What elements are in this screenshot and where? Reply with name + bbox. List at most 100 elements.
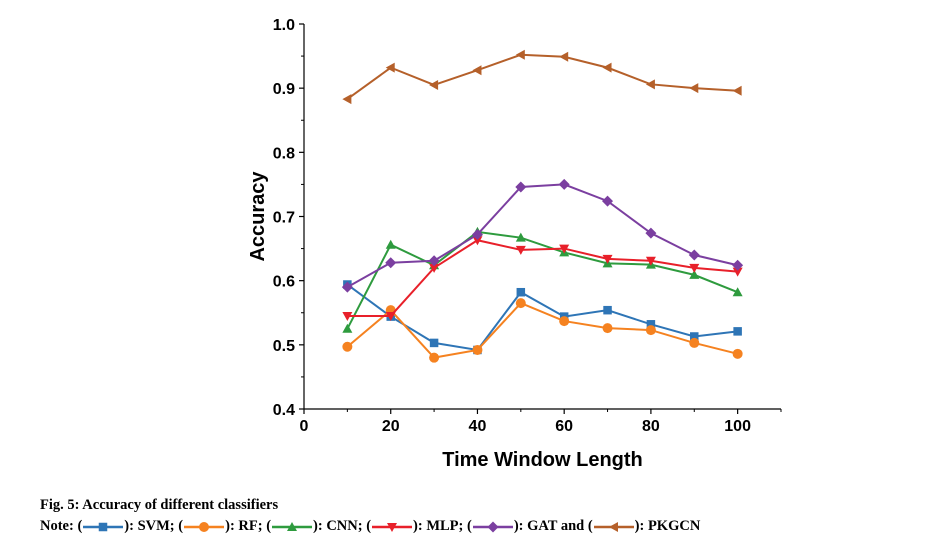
series-line-cnn [346, 230, 739, 330]
legend-item-gat: (): GAT and [467, 518, 588, 534]
data-point-mlp [385, 311, 396, 321]
legend-marker [387, 522, 398, 532]
x-tick-label: 80 [642, 418, 660, 435]
legend-marker [487, 521, 499, 533]
data-point-gat [341, 281, 353, 293]
data-point-svm [429, 338, 439, 348]
y-tick-label: 0.4 [273, 402, 295, 419]
legend-item-svm: (): SVM; [77, 518, 178, 534]
data-point-pkgcn [732, 85, 742, 96]
legend-marker [199, 521, 210, 532]
data-point-rf [732, 348, 743, 359]
data-point-rf [602, 323, 613, 334]
data-point-gat [428, 255, 440, 267]
series-line-pkgcn [346, 53, 738, 100]
x-tick-label: 60 [555, 418, 573, 435]
y-axis-label: Accuracy [247, 171, 269, 262]
data-point-pkgcn [472, 65, 482, 76]
series-line-svm [346, 283, 738, 352]
data-point-gat [558, 178, 570, 190]
data-point-gat [515, 181, 527, 193]
data-point-gat [732, 259, 744, 271]
legend-marker [287, 521, 298, 531]
data-point-gat [688, 249, 700, 261]
data-point-rf [429, 352, 440, 363]
series-gat [341, 178, 744, 293]
data-point-rf [559, 316, 570, 327]
line-chart: 0.4 0.5 0.6 0.7 0.8 0.9 1.0 0 20 40 60 80 100 Time W… [247, 17, 782, 471]
data-point-svm [516, 287, 526, 297]
data-point-mlp [559, 244, 570, 254]
data-point-gat [471, 228, 483, 240]
data-point-pkgcn [602, 62, 612, 73]
note-prefix: Note: [40, 518, 78, 534]
legend-open-paren: ( [266, 518, 272, 534]
legend-item-pkgcn: ( ): PKGCN [588, 518, 700, 534]
y-tick-label: 0.8 [273, 145, 295, 162]
legend-symbol-gat [472, 521, 513, 533]
series-cnn [342, 226, 743, 333]
x-axis-label: Time Window Length [442, 449, 643, 471]
y-tick-label: 0.5 [273, 338, 295, 355]
y-tick-label: 0.9 [273, 81, 295, 98]
series-line-gat [346, 183, 738, 288]
legend-label: ): PKGCN [634, 518, 701, 534]
chart-series [341, 49, 744, 363]
legend-symbol-mlp [372, 522, 413, 532]
data-point-pkgcn [385, 62, 395, 73]
series-rf [342, 298, 743, 363]
data-point-gat [602, 195, 614, 207]
data-point-mlp [645, 256, 656, 266]
data-point-rf [645, 325, 656, 336]
series-mlp [342, 236, 743, 321]
figure-caption-note: Note: (): SVM; (): RF; (): CNN; (): MLP;… [40, 518, 700, 535]
data-point-svm [646, 320, 656, 329]
chart-axes: 0.4 0.5 0.6 0.7 0.8 0.9 1.0 0 20 40 60 80 100 [273, 17, 782, 435]
legend-label: ): CNN; [313, 518, 367, 534]
data-point-rf [342, 341, 353, 352]
legend-item-cnn: ( ): CNN; [266, 518, 366, 534]
data-point-pkgcn [429, 79, 439, 90]
series-pkgcn [342, 49, 742, 105]
legend-symbol-pkgcn [593, 521, 634, 532]
data-point-pkgcn [342, 94, 352, 105]
legend-label: ): MLP; [413, 518, 467, 534]
series-line-rf [346, 301, 738, 359]
y-tick-label: 1.0 [273, 17, 295, 34]
legend-open-paren: ( [77, 518, 83, 534]
data-point-mlp [602, 254, 613, 264]
data-point-gat [385, 257, 397, 269]
y-tick-label: 0.7 [273, 210, 295, 227]
data-point-cnn [515, 232, 526, 242]
data-point-rf [472, 344, 483, 355]
data-point-pkgcn [689, 83, 699, 94]
data-point-cnn [732, 287, 743, 297]
data-point-cnn [385, 239, 396, 249]
data-point-mlp [732, 267, 743, 277]
data-point-pkgcn [559, 51, 569, 62]
legend-item-rf: ( ): RF; [178, 518, 266, 534]
legend-label: ): RF; [225, 518, 267, 534]
data-point-gat [645, 227, 657, 239]
data-point-mlp [342, 311, 353, 321]
data-point-svm [733, 327, 742, 336]
data-point-cnn [689, 269, 700, 279]
data-point-cnn [342, 323, 353, 333]
series-line-mlp [347, 239, 738, 317]
legend-open-paren: ( [587, 518, 593, 534]
data-point-mlp [515, 245, 526, 255]
x-tick-label: 100 [724, 418, 751, 435]
y-tick-label: 0.6 [273, 274, 295, 291]
legend-symbol-svm [83, 522, 124, 531]
legend-open-paren: ( [178, 518, 184, 534]
x-tick-label: 20 [382, 418, 400, 435]
data-point-svm [690, 332, 699, 341]
x-tick-label: 0 [300, 418, 309, 435]
legend-item-mlp: ( ): MLP; [366, 518, 467, 534]
data-point-mlp [429, 263, 440, 273]
legend-symbol-rf [184, 521, 225, 532]
series-svm [343, 280, 742, 355]
legend-open-paren: ( [366, 518, 372, 534]
x-tick-label: 40 [469, 418, 487, 435]
legend-open-paren: ( [466, 518, 472, 534]
